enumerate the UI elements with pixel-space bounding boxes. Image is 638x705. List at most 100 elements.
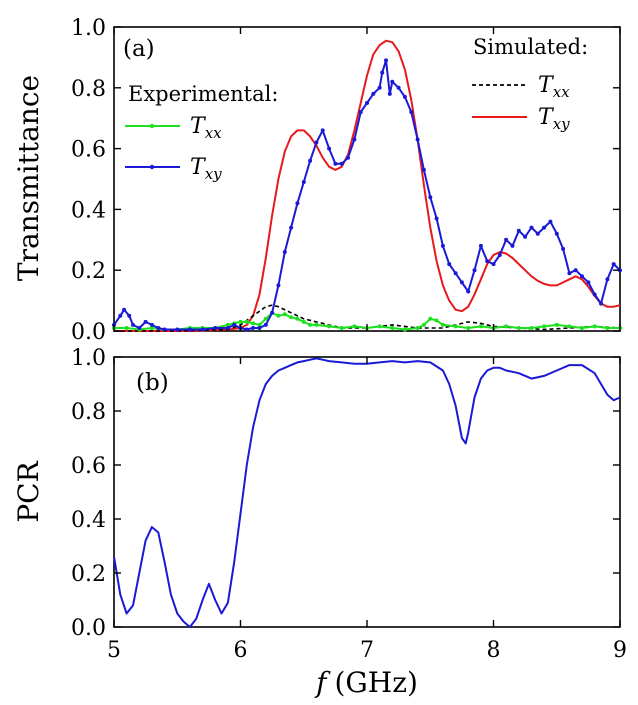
point-exp_txx-30: [402, 327, 407, 332]
point-exp_txx-12: [244, 319, 249, 324]
y-axis-title-b: PCR: [12, 460, 45, 522]
x-ticks: 5 6 7 8 9: [107, 357, 627, 663]
point-exp_txx-17: [276, 313, 281, 318]
point-exp_txy-71: [573, 268, 578, 273]
point-exp_txy-74: [592, 292, 597, 297]
point-exp_txx-15: [263, 316, 268, 321]
point-exp_txx-14: [257, 322, 262, 327]
point-exp_txx-20: [295, 316, 300, 321]
point-exp_txx-47: [592, 324, 597, 329]
point-exp_txx-13: [251, 321, 256, 326]
point-exp_txy-45: [409, 110, 414, 115]
svg-text:Txy: Txy: [190, 155, 222, 183]
point-exp_txy-51: [447, 262, 452, 267]
point-exp_txy-64: [529, 225, 534, 230]
legend-sim-txx-subscript: xx: [553, 83, 570, 101]
point-exp_txy-8: [156, 326, 161, 330]
point-exp_txx-1: [124, 326, 129, 330]
point-exp_txy-15: [232, 322, 237, 327]
legend-sim-txy-symbol: T: [538, 105, 555, 130]
point-exp_txy-50: [440, 243, 445, 248]
series-line-pcr: [113, 357, 621, 628]
y-tick-label-b-3: 0.6: [71, 454, 106, 479]
panel-a-series: [112, 39, 622, 332]
point-exp_txy-7: [149, 322, 154, 327]
legend-marker-exp-txy: [149, 164, 155, 170]
point-exp_txx-18: [282, 312, 287, 317]
point-exp_txy-46: [415, 137, 420, 142]
y-tick-label-a-3: 0.6: [71, 138, 106, 163]
point-exp_txy-9: [162, 327, 167, 332]
point-exp_txx-25: [339, 326, 344, 330]
point-exp_txy-20: [263, 322, 268, 327]
x-axis-unit: (GHz): [334, 666, 417, 699]
panel-a-tag: (a): [123, 36, 155, 62]
point-exp_txy-14: [225, 326, 230, 330]
point-exp_txy-23: [282, 250, 287, 254]
point-exp_txy-77: [611, 262, 616, 267]
x-axis-title: f (GHz): [314, 666, 418, 699]
legend-entry-exp-txy: Txy: [125, 155, 222, 183]
point-exp_txx-43: [542, 324, 547, 329]
point-exp_txy-68: [554, 231, 559, 236]
panel-b-y-ticks: 0.0 0.2 0.4 0.6 0.8 1.0: [71, 346, 620, 641]
point-exp_txy-6: [143, 319, 148, 324]
point-exp_txx-42: [529, 326, 534, 330]
point-exp_txx-9: [225, 322, 230, 327]
point-exp_txy-72: [580, 274, 584, 279]
point-exp_txy-37: [371, 91, 376, 96]
svg-text:Txx: Txx: [190, 114, 222, 142]
svg-text:Txx: Txx: [538, 73, 570, 101]
panel-a: 0.0 0.2 0.4 0.6 0.8 1.0 (a) Transmittance Exp…: [12, 16, 622, 345]
point-exp_txx-45: [567, 324, 572, 329]
point-exp_txy-70: [567, 271, 572, 276]
point-exp_txy-63: [523, 234, 528, 239]
point-exp_txy-53: [459, 280, 464, 285]
point-exp_txx-41: [516, 326, 521, 330]
point-exp_txx-46: [580, 326, 584, 330]
point-exp_txy-38: [377, 85, 382, 90]
point-exp_txx-44: [554, 322, 559, 327]
point-exp_txy-61: [510, 243, 515, 248]
panel-b-tag: (b): [136, 370, 169, 396]
point-exp_txy-36: [365, 101, 369, 105]
legend-exp-txx-symbol: T: [190, 114, 207, 139]
panel-b-frame: [113, 356, 621, 628]
legend-entry-exp-txx: Txx: [125, 114, 222, 142]
point-exp_txx-19: [289, 315, 294, 320]
point-exp_txx-23: [314, 322, 319, 327]
point-exp_txy-57: [485, 259, 490, 264]
point-exp_txx-35: [440, 322, 445, 327]
point-exp_txy-65: [535, 231, 540, 236]
legend-sim-txy-subscript: xy: [553, 115, 570, 133]
point-exp_txy-42: [390, 79, 395, 84]
point-exp_txy-49: [434, 216, 439, 221]
point-exp_txy-29: [320, 128, 325, 133]
point-exp_txx-40: [504, 324, 509, 329]
point-exp_txy-30: [327, 146, 332, 151]
point-exp_txy-4: [131, 322, 135, 327]
legend-exp-txy-symbol: T: [190, 155, 207, 180]
point-exp_txy-52: [453, 271, 458, 276]
legend-entry-sim-txx: Txx: [472, 73, 570, 101]
point-exp_txy-35: [358, 110, 363, 115]
point-exp_txy-28: [314, 140, 319, 145]
point-exp_txx-28: [377, 324, 382, 329]
point-exp_txy-2: [122, 307, 127, 312]
point-exp_txy-3: [127, 313, 132, 318]
point-exp_txy-41: [387, 91, 392, 96]
point-exp_txy-32: [339, 161, 344, 166]
svg-text:Txy: Txy: [538, 105, 570, 133]
point-exp_txx-37: [466, 326, 471, 330]
x-axis-symbol: f: [314, 666, 331, 699]
legend-exp-txx-subscript: xx: [205, 124, 222, 142]
point-exp_txy-44: [402, 94, 407, 99]
point-exp_txy-31: [333, 161, 338, 166]
y-tick-label-a-2: 0.4: [71, 198, 106, 223]
point-exp_txx-3: [149, 326, 154, 330]
panel-a-y-ticks: 0.0 0.2 0.4 0.6 0.8 1.0: [71, 16, 621, 345]
point-exp_txy-12: [200, 327, 205, 332]
x-tick-label-0: 5: [107, 638, 121, 663]
point-exp_txy-19: [257, 326, 262, 330]
